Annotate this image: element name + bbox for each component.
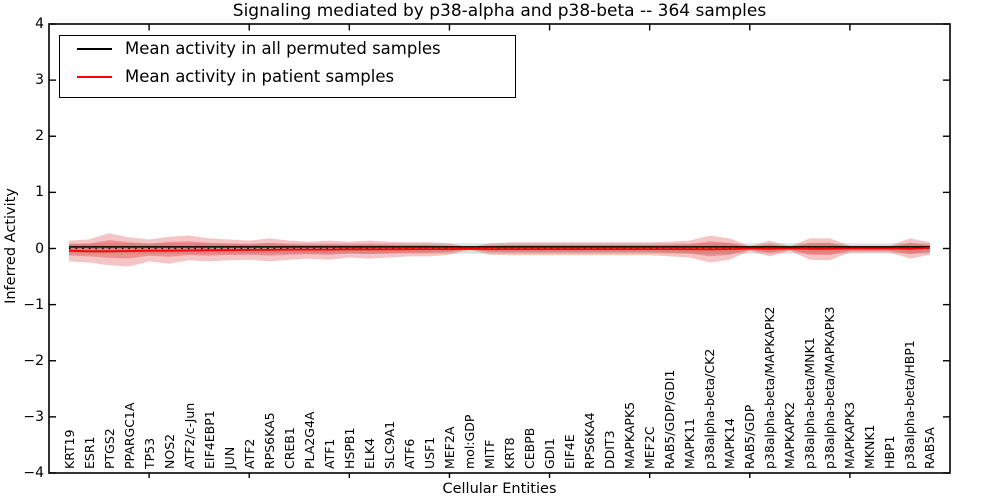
x-tick-label: MAPK14	[722, 418, 738, 469]
x-tick-label: JUN	[221, 446, 237, 469]
x-tick-label: MITF	[481, 439, 497, 469]
patient-line-sample	[77, 76, 112, 78]
chart-title: Signaling mediated by p38-alpha and p38-…	[232, 1, 767, 21]
x-tick-label: GDI1	[542, 438, 558, 469]
legend-box: Mean activity in all permuted samples Me…	[59, 35, 516, 98]
x-tick-label: HSPB1	[341, 427, 357, 469]
x-tick-label: CREB1	[281, 427, 297, 469]
axis-ticks	[49, 23, 950, 478]
x-tick-label: HBP1	[882, 435, 898, 469]
x-tick-label: MAPKAPK5	[622, 401, 638, 469]
x-tick-label: ESR1	[81, 436, 97, 469]
x-tick-label: p38alpha-beta/MAPKAPK3	[822, 306, 838, 470]
x-tick-label: p38alpha-beta/HBP1	[902, 340, 918, 469]
x-tick-label: NOS2	[161, 433, 177, 469]
x-tick-label: MEF2A	[441, 426, 457, 469]
legend-label-patient: Mean activity in patient samples	[125, 67, 395, 86]
x-tick-label: KRT19	[61, 429, 77, 469]
legend-label-permuted: Mean activity in all permuted samples	[125, 39, 441, 58]
x-tick-label: MAPKAPK2	[782, 401, 798, 469]
y-tick-label: 0	[35, 240, 44, 257]
x-tick-label: TP53	[141, 437, 157, 469]
y-tick-label: 4	[35, 16, 44, 32]
x-tick-label: KRT8	[502, 437, 517, 469]
x-tick-label: RPS6KA5	[261, 412, 277, 469]
x-tick-label: MAPK11	[682, 418, 698, 469]
y-tick-label: 1	[35, 184, 44, 201]
x-tick-label: PLA2G4A	[301, 411, 317, 469]
x-tick-label: RAB5/GDP/GDI1	[662, 369, 678, 469]
y-tick-label: −1	[23, 296, 44, 313]
x-tick-label: p38alpha-beta/CK2	[702, 348, 718, 469]
y-tick-label: −2	[23, 352, 44, 369]
x-tick-label: ATF2	[241, 438, 257, 469]
x-tick-label: p38alpha-beta/MAPKAPK2	[762, 306, 778, 470]
x-tick-label: ATF1	[321, 438, 337, 469]
x-tick-label: SLC9A1	[381, 420, 397, 469]
x-tick-label: EIF4E	[562, 434, 578, 469]
x-tick-label: PTGS2	[101, 428, 117, 469]
x-tick-label: DDIT3	[602, 430, 618, 469]
y-tick-label: 3	[35, 72, 44, 89]
y-tick-label: −4	[23, 465, 44, 481]
x-tick-label: USF1	[421, 436, 437, 469]
x-tick-label: MAPKAPK3	[842, 401, 858, 469]
x-tick-label: RAB5/GDP	[742, 404, 758, 469]
patient-mean-line	[68, 247, 931, 253]
x-tick-label: ATF2/c-Jun	[181, 402, 197, 469]
x-tick-label: RPS6KA4	[582, 412, 598, 469]
x-tick-label: MKNK1	[862, 424, 878, 469]
x-axis-label: Cellular Entities	[442, 481, 557, 497]
x-tick-label: p38alpha-beta/MNK1	[802, 337, 818, 469]
x-tick-label: MEF2C	[642, 426, 658, 469]
legend-entry-patient: Mean activity in patient samples	[60, 67, 515, 88]
x-tick-label: mol:GDP	[461, 414, 477, 469]
x-tick-label: ATF6	[401, 438, 417, 469]
x-tick-label: EIF4EBP1	[201, 410, 217, 469]
x-tick-label: ELK4	[361, 437, 377, 469]
x-tick-label: RAB5A	[922, 427, 938, 469]
x-tick-label: CEBPB	[522, 427, 538, 469]
permuted-line-sample	[77, 48, 112, 50]
x-tick-label: PPARGC1A	[121, 402, 137, 469]
mean-lines	[68, 246, 931, 253]
y-tick-label: 2	[35, 128, 44, 145]
legend-entry-permuted: Mean activity in all permuted samples	[60, 39, 515, 60]
y-tick-label: −3	[23, 408, 44, 425]
